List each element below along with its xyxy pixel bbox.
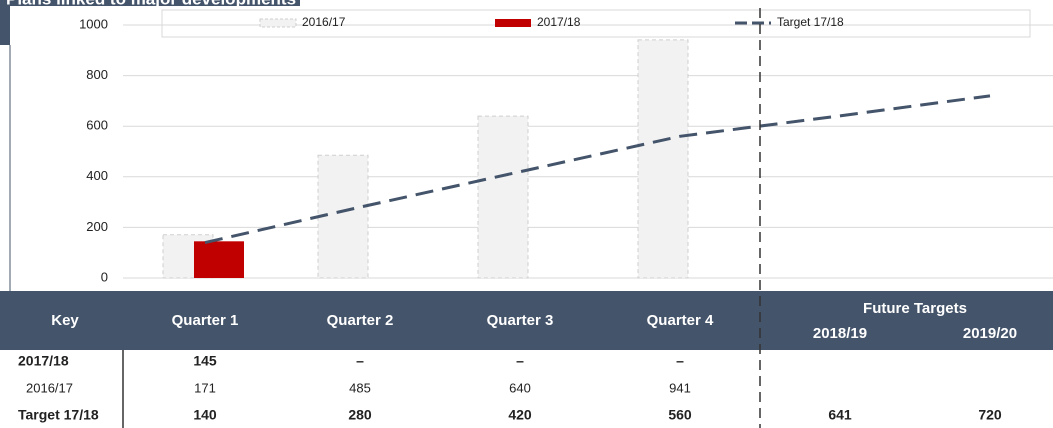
table-cell: 485 bbox=[349, 380, 371, 395]
x-tick-label: 2018/19 bbox=[813, 325, 867, 342]
chart-title: Plans linked to major developments bbox=[6, 0, 296, 8]
row-label: Target 17/18 bbox=[18, 407, 99, 423]
row-label: 2016/17 bbox=[26, 380, 73, 395]
bar bbox=[637, 39, 689, 279]
table-cell: 560 bbox=[668, 407, 692, 423]
y-tick-label: 200 bbox=[86, 219, 108, 234]
legend-swatch bbox=[495, 19, 531, 27]
table-cell: 280 bbox=[348, 407, 372, 423]
x-tick-label: 2019/20 bbox=[963, 325, 1017, 342]
table-cell: 145 bbox=[193, 353, 217, 369]
table-cell: 140 bbox=[193, 407, 217, 423]
table-cell: 941 bbox=[669, 380, 691, 395]
x-tick-label: Quarter 4 bbox=[647, 312, 714, 329]
table-cell: 641 bbox=[828, 407, 852, 423]
x-tick-label: Quarter 3 bbox=[487, 312, 554, 329]
title-band-side bbox=[0, 0, 10, 45]
table-key-header: Key bbox=[51, 312, 79, 329]
bar bbox=[477, 115, 529, 279]
title-band bbox=[0, 0, 300, 6]
row-label: 2017/18 bbox=[18, 353, 69, 369]
bar bbox=[194, 241, 244, 278]
legend-box bbox=[161, 9, 1031, 38]
table-cell: 420 bbox=[508, 407, 532, 423]
table-cell: 720 bbox=[978, 407, 1002, 423]
table-cell: – bbox=[356, 353, 364, 369]
y-tick-label: 1000 bbox=[79, 16, 108, 31]
table-cell: – bbox=[516, 353, 524, 369]
table-header bbox=[0, 291, 1053, 350]
y-tick-label: 600 bbox=[86, 118, 108, 133]
x-tick-label: Quarter 2 bbox=[327, 312, 394, 329]
bar bbox=[317, 154, 369, 279]
table-future-header: Future Targets bbox=[863, 300, 967, 317]
y-tick-label: 400 bbox=[86, 168, 108, 183]
legend-swatch bbox=[259, 18, 297, 28]
x-tick-label: Quarter 1 bbox=[172, 312, 239, 329]
table-cell: 640 bbox=[509, 380, 531, 395]
legend-label: 2016/17 bbox=[302, 15, 346, 29]
table-cell: 171 bbox=[194, 380, 216, 395]
legend-label: 2017/18 bbox=[537, 15, 581, 29]
legend-label: Target 17/18 bbox=[777, 15, 844, 29]
table-cell: – bbox=[676, 353, 684, 369]
y-tick-label: 800 bbox=[86, 67, 108, 82]
y-tick-label: 0 bbox=[101, 269, 108, 284]
